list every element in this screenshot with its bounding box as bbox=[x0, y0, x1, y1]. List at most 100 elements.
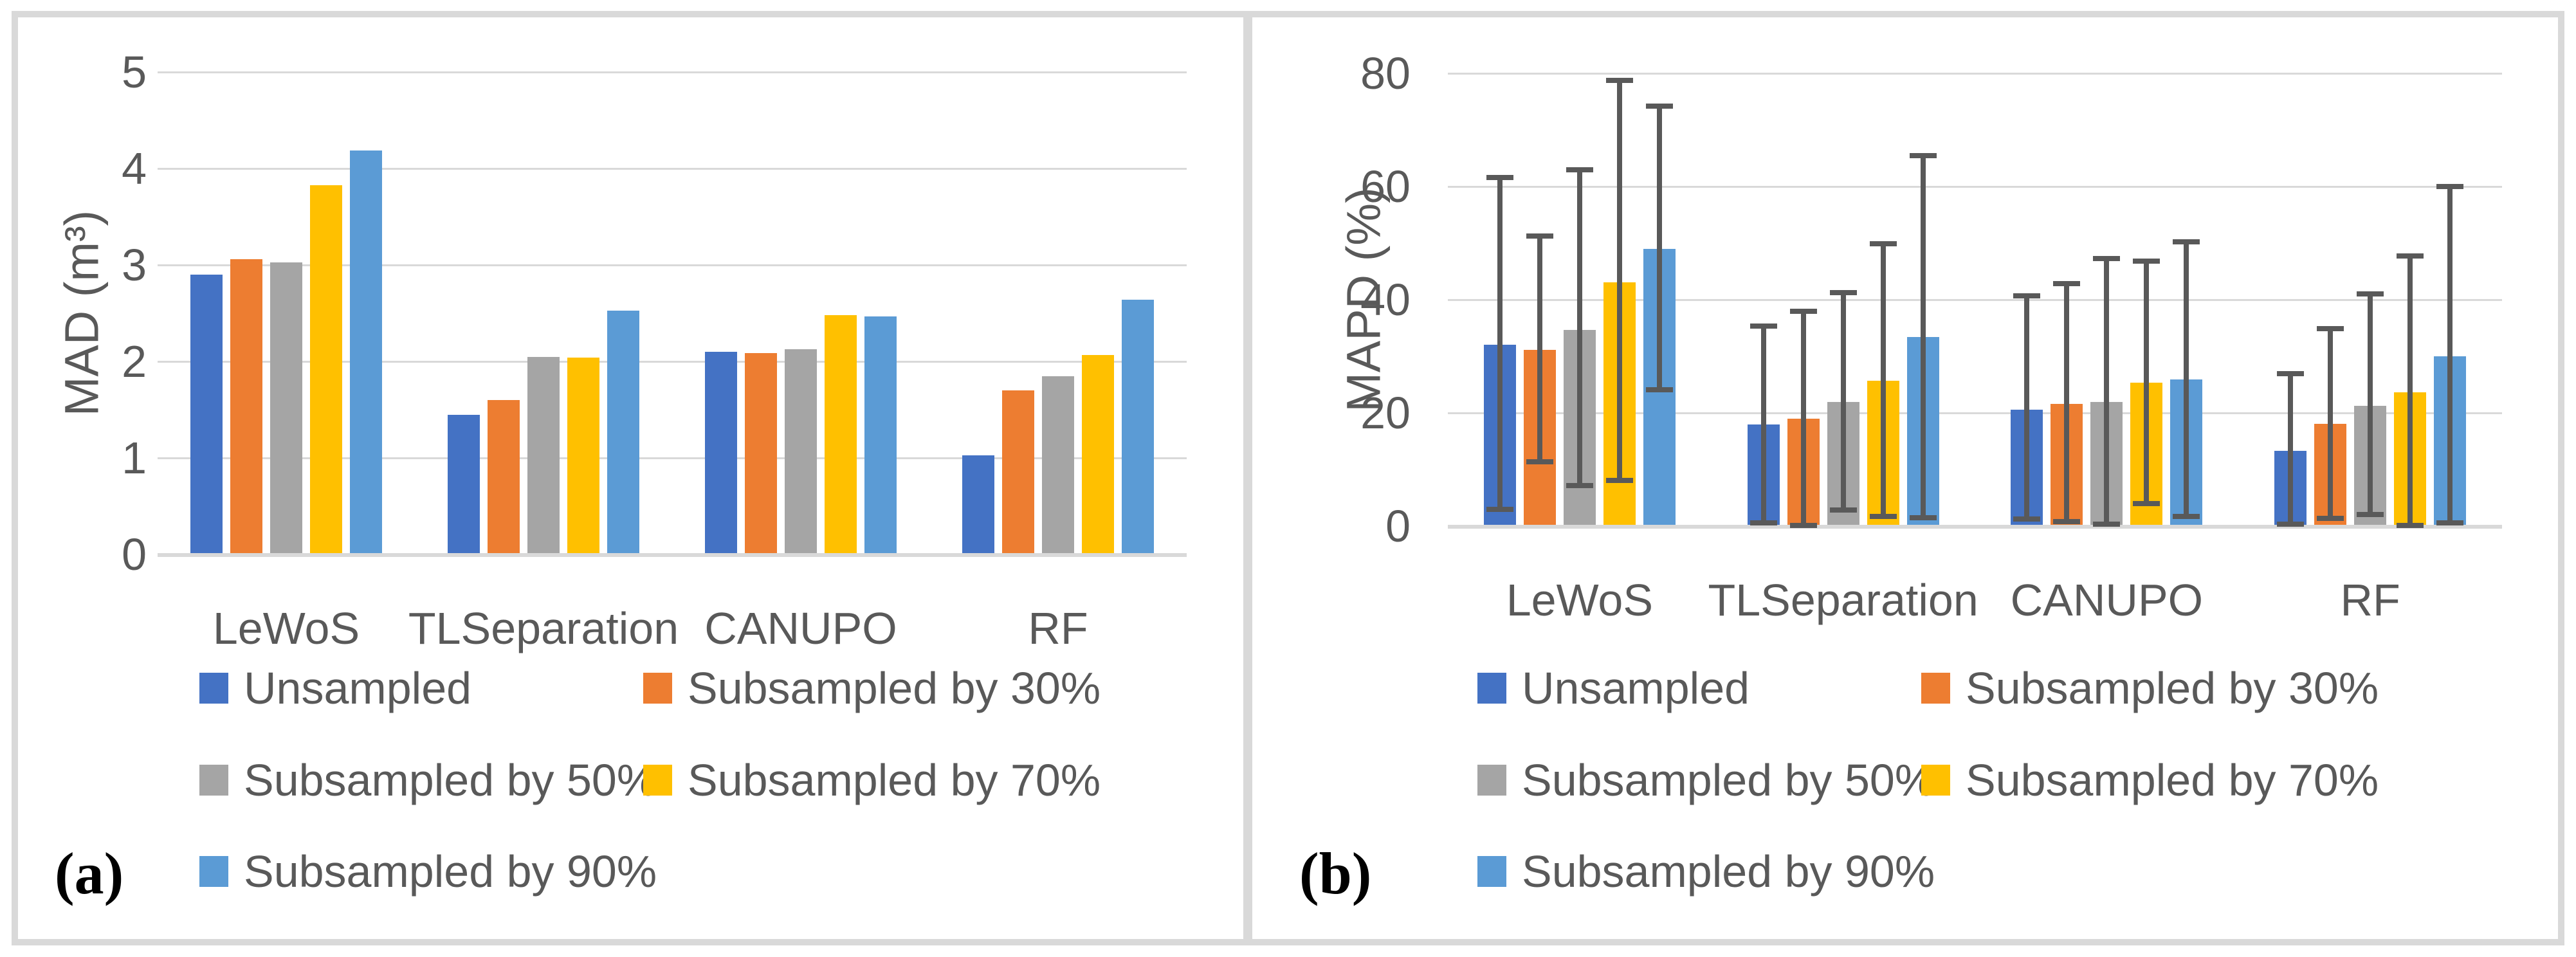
error-bar-cap-top bbox=[2093, 255, 2121, 261]
y-tick-label: 1 bbox=[122, 433, 147, 483]
error-bar-line bbox=[1880, 243, 1886, 517]
error-bar-cap-bottom bbox=[1869, 514, 1897, 520]
legend-item: Subsampled by 90% bbox=[1477, 849, 1935, 894]
error-bar-cap-bottom bbox=[2436, 520, 2464, 525]
bar bbox=[607, 310, 639, 554]
error-bar-cap-bottom bbox=[2317, 515, 2344, 521]
bar bbox=[230, 259, 262, 554]
y-tick-label: 80 bbox=[1360, 48, 1411, 98]
legend-marker bbox=[1477, 673, 1506, 704]
error-bar-cap-bottom bbox=[2173, 514, 2200, 520]
x-category-label: LeWoS bbox=[212, 603, 360, 653]
error-bar-cap-top bbox=[1486, 174, 1513, 180]
legend-item: Subsampled by 70% bbox=[643, 758, 1101, 803]
y-tick-label: 5 bbox=[122, 47, 147, 97]
error-bar-cap-top bbox=[2277, 371, 2305, 377]
bar bbox=[350, 150, 382, 554]
error-bar-line bbox=[2328, 328, 2334, 518]
figure-border bbox=[12, 11, 2564, 945]
x-category-label: LeWoS bbox=[1506, 575, 1654, 625]
error-bar-cap-bottom bbox=[1645, 387, 1673, 392]
error-bar-cap-top bbox=[1789, 309, 1817, 314]
y-tick-label: 4 bbox=[122, 143, 147, 194]
x-category-label: CANUPO bbox=[704, 603, 897, 653]
error-bar-line bbox=[2064, 284, 2070, 522]
bar bbox=[745, 352, 777, 554]
y-axis-title: MAD (m³) bbox=[55, 210, 109, 417]
bar bbox=[962, 455, 994, 554]
error-bar-cap-bottom bbox=[1605, 477, 1633, 483]
legend-label: Subsampled by 90% bbox=[1522, 846, 1935, 897]
error-bar-cap-bottom bbox=[2053, 518, 2081, 524]
panel-label: (b) bbox=[1299, 841, 1372, 906]
legend-label: Subsampled by 70% bbox=[1966, 755, 2379, 805]
gridline bbox=[158, 457, 1187, 459]
legend-label: Unsampled bbox=[1522, 663, 1750, 713]
error-bar-line bbox=[1800, 311, 1806, 526]
legend-marker bbox=[199, 765, 228, 796]
bar bbox=[567, 358, 599, 554]
legend-item: Subsampled by 30% bbox=[643, 666, 1101, 711]
legend-item: Subsampled by 50% bbox=[199, 758, 657, 803]
error-bar-line bbox=[1840, 293, 1846, 511]
legend-item: Subsampled by 30% bbox=[1921, 666, 2379, 711]
x-category-label: TLSeparation bbox=[1708, 575, 1978, 625]
error-bar-cap-bottom bbox=[2357, 512, 2384, 518]
error-bar-line bbox=[1920, 156, 1926, 518]
legend-marker bbox=[1921, 673, 1950, 704]
bar bbox=[1122, 300, 1154, 554]
x-axis-line bbox=[1448, 525, 2502, 529]
y-tick-label: 2 bbox=[122, 336, 147, 387]
error-bar-cap-top bbox=[1749, 324, 1777, 329]
legend-marker bbox=[1477, 856, 1506, 887]
error-bar-cap-bottom bbox=[2013, 516, 2041, 522]
error-bar-cap-top bbox=[2053, 281, 2081, 287]
y-tick-label: 20 bbox=[1360, 388, 1411, 438]
legend-item: Subsampled by 50% bbox=[1477, 758, 1935, 803]
error-bar-cap-bottom bbox=[2093, 522, 2121, 527]
bar bbox=[270, 262, 302, 554]
x-axis-line bbox=[158, 553, 1187, 557]
x-category-label: TLSeparation bbox=[408, 603, 679, 653]
gridline bbox=[158, 264, 1187, 266]
error-bar-cap-bottom bbox=[1566, 482, 1593, 488]
error-bar-cap-top bbox=[2436, 184, 2464, 189]
error-bar-line bbox=[2368, 294, 2373, 515]
y-tick-label: 60 bbox=[1360, 161, 1411, 212]
error-bar-cap-top bbox=[2397, 253, 2424, 259]
error-bar-cap-bottom bbox=[1829, 507, 1857, 513]
error-bar-cap-top bbox=[1869, 241, 1897, 246]
error-bar-cap-bottom bbox=[1749, 520, 1777, 525]
error-bar-line bbox=[2288, 374, 2294, 525]
bar bbox=[527, 356, 560, 554]
error-bar-line bbox=[1497, 177, 1503, 510]
legend-item: Unsampled bbox=[199, 666, 471, 711]
gridline bbox=[158, 167, 1187, 170]
bar bbox=[1042, 376, 1074, 554]
x-category-label: RF bbox=[1028, 603, 1088, 653]
x-category-label: RF bbox=[2340, 575, 2400, 625]
error-bar-cap-bottom bbox=[1789, 523, 1817, 529]
error-bar-line bbox=[1656, 106, 1662, 390]
legend-marker bbox=[199, 673, 228, 704]
legend-marker bbox=[1477, 765, 1506, 796]
error-bar-line bbox=[2447, 187, 2453, 523]
error-bar-cap-top bbox=[1909, 153, 1937, 159]
y-tick-label: 0 bbox=[1385, 501, 1411, 551]
bar bbox=[785, 349, 817, 554]
error-bar-cap-bottom bbox=[2397, 523, 2424, 529]
error-bar-cap-top bbox=[1605, 77, 1633, 83]
x-category-label: CANUPO bbox=[2010, 575, 2204, 625]
error-bar-line bbox=[2104, 258, 2110, 525]
error-bar-cap-top bbox=[2133, 259, 2160, 264]
legend-item: Subsampled by 90% bbox=[199, 849, 657, 894]
legend-label: Subsampled by 90% bbox=[244, 846, 657, 897]
legend-label: Subsampled by 50% bbox=[244, 755, 657, 805]
bar bbox=[864, 316, 897, 554]
bar bbox=[705, 352, 737, 554]
error-bar-cap-top bbox=[1829, 290, 1857, 296]
error-bar-cap-top bbox=[2357, 291, 2384, 297]
error-bar-line bbox=[1576, 170, 1582, 486]
bar bbox=[310, 185, 342, 554]
legend-marker bbox=[199, 856, 228, 887]
